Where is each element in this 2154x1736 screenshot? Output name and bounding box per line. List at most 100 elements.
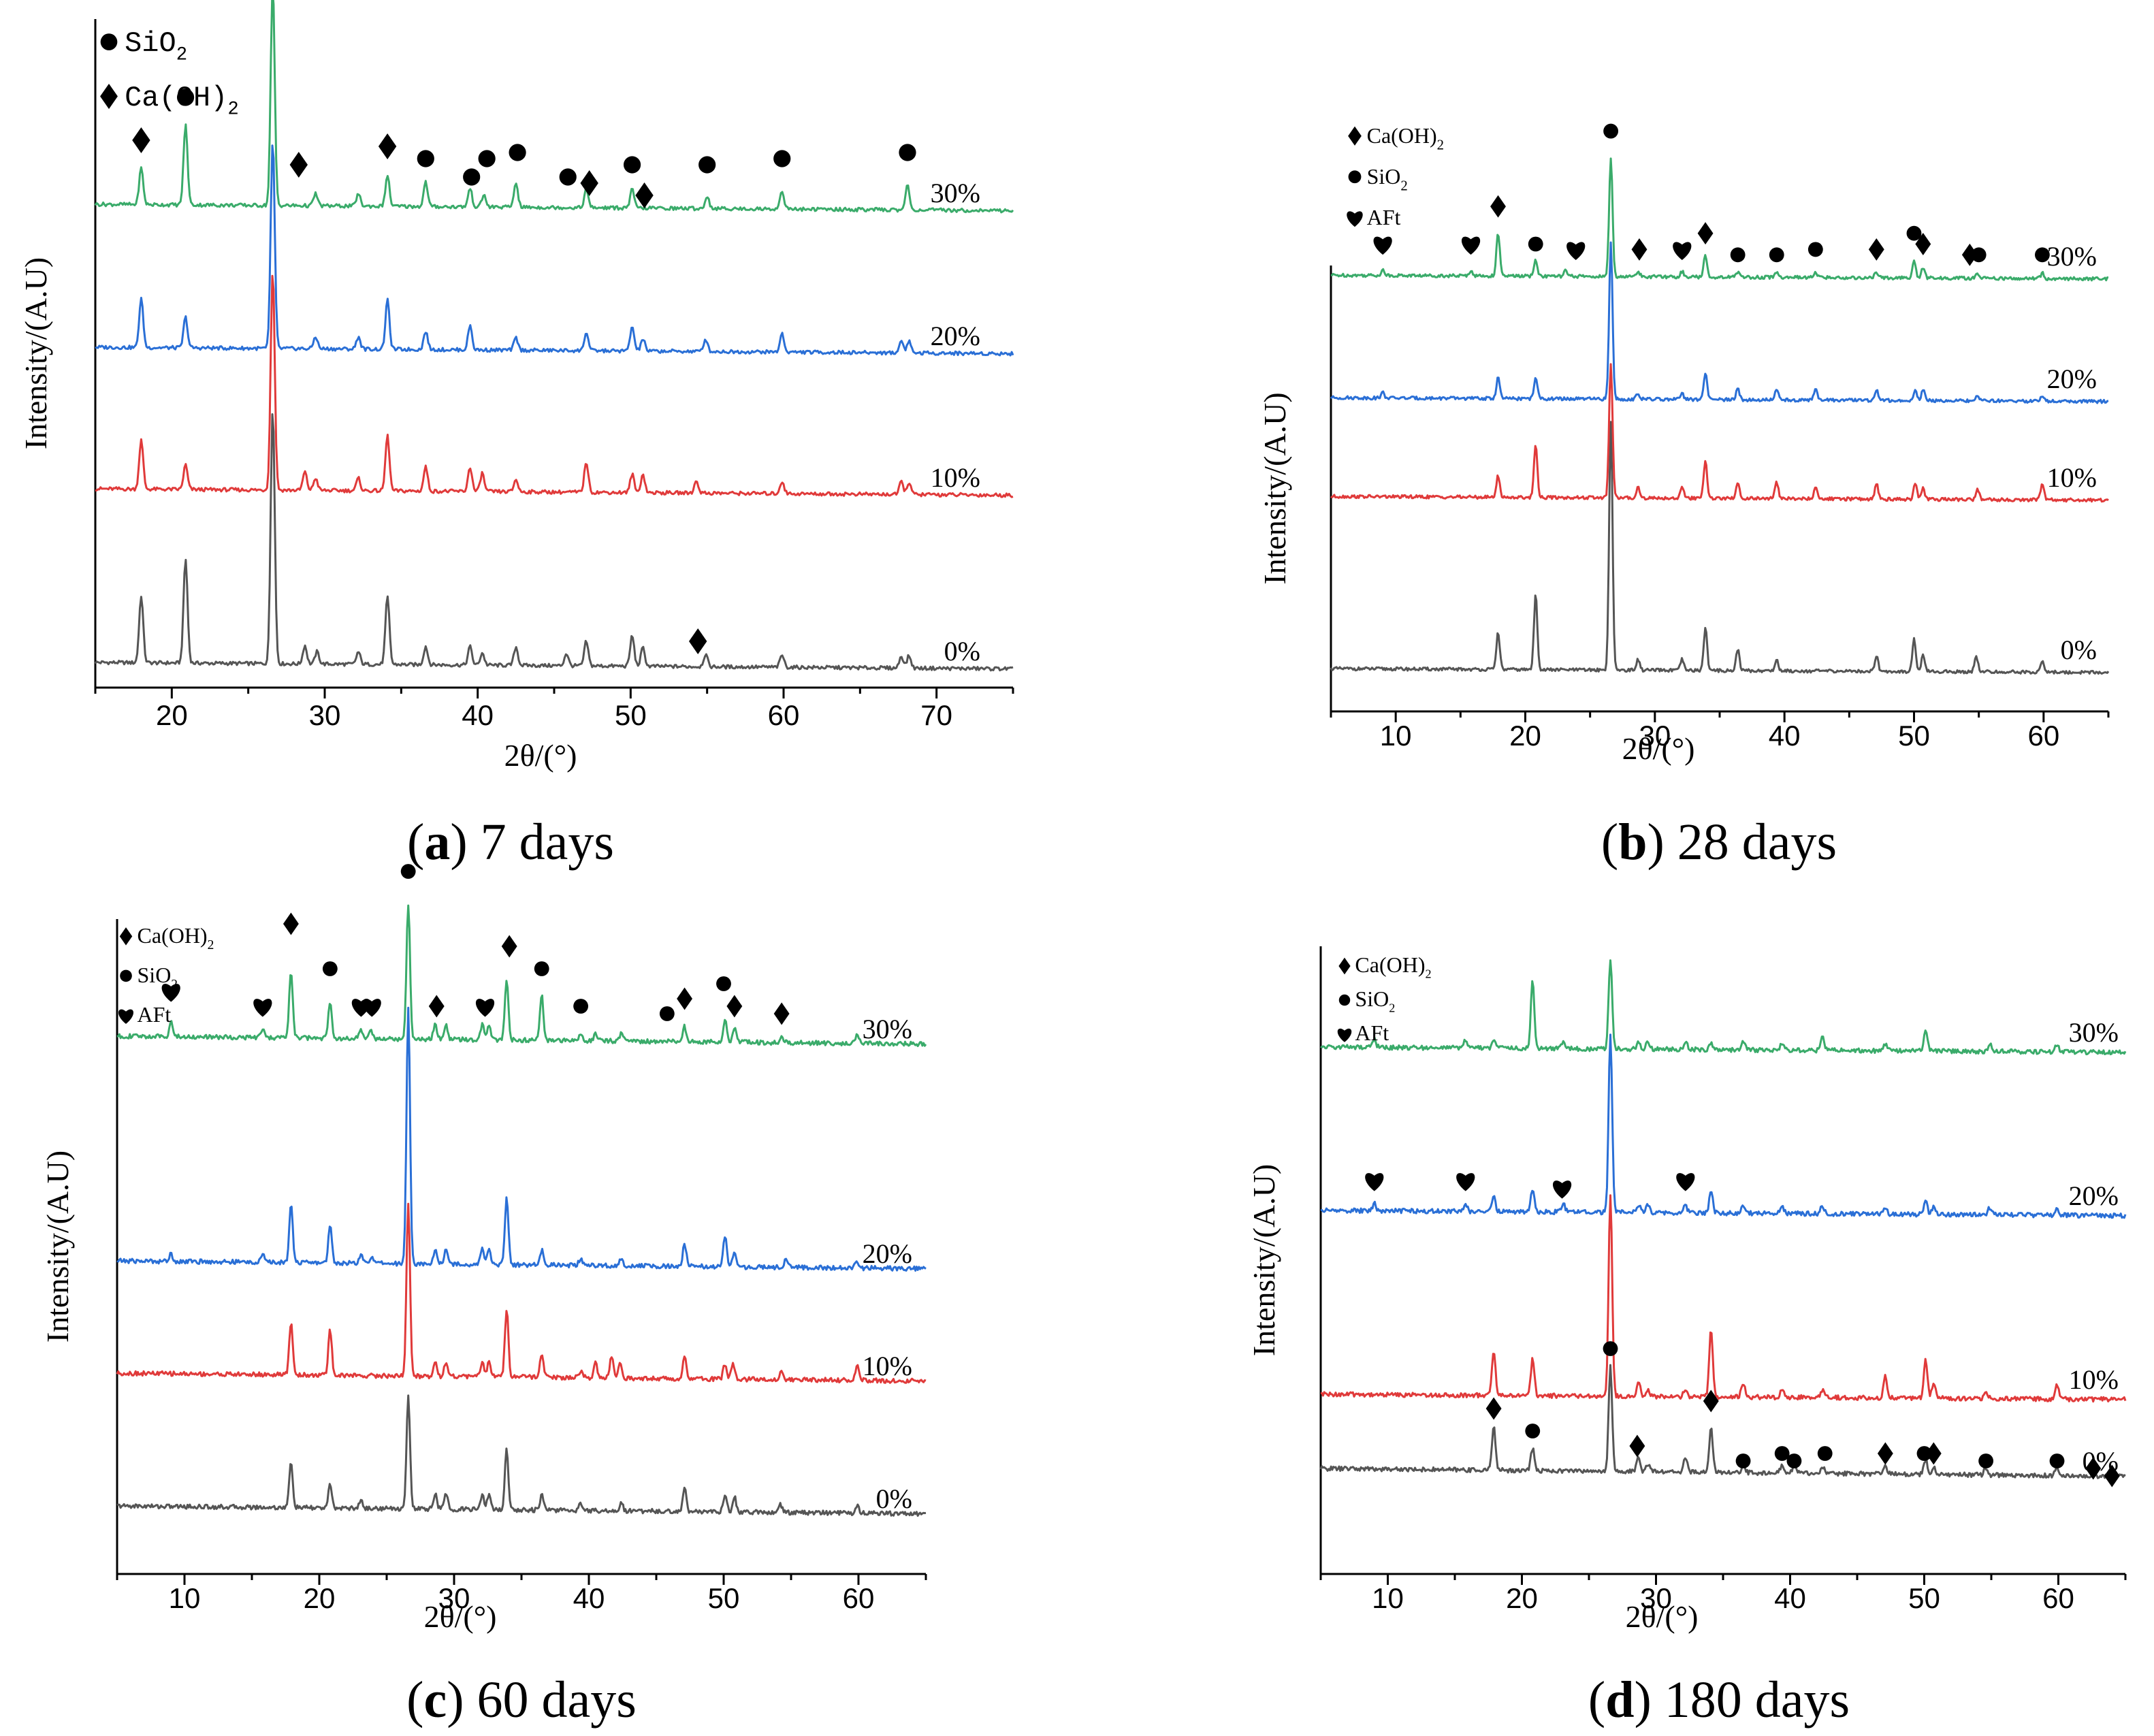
x-tick-label: 20 — [304, 1582, 336, 1614]
circle-marker — [463, 168, 481, 186]
panel-caption: (a) 7 days — [407, 814, 614, 871]
legend-label: Ca(OH)2 — [125, 82, 239, 120]
series-label: 30% — [2047, 241, 2097, 272]
circle-marker — [1735, 1453, 1751, 1468]
x-axis-label: 2θ/(°) — [424, 1599, 497, 1634]
diamond-marker — [501, 935, 517, 958]
series-line-0pct — [1319, 1364, 2126, 1480]
heart-marker — [1676, 1173, 1695, 1191]
x-tick-label: 20 — [1509, 720, 1541, 752]
x-axis-label: 2θ/(°) — [1626, 1599, 1699, 1634]
series-label: 30% — [2069, 1017, 2119, 1048]
diamond-marker — [1961, 243, 1978, 266]
heart-marker — [253, 999, 272, 1017]
panel-a-7-days: 20 30 40 50 60 70 2θ/(°) Intensity/(A.U) 0% 10% 20… — [18, 0, 1014, 871]
diamond-marker — [580, 170, 598, 196]
circle-marker — [559, 168, 577, 186]
series-label: 10% — [2069, 1364, 2119, 1395]
legend-label: SiO2 — [125, 27, 187, 66]
x-tick-label: 50 — [615, 699, 647, 731]
circle-marker — [698, 156, 716, 174]
circle-marker — [1971, 247, 1987, 263]
diamond-marker — [1925, 1442, 1942, 1465]
y-axis-label: Intensity/(A.U) — [40, 1151, 75, 1343]
heart-marker — [1552, 1180, 1572, 1199]
y-axis-label: Intensity/(A.U) — [1247, 1164, 1281, 1356]
circle-marker — [322, 961, 338, 976]
legend-label: Ca(OH)2 — [1367, 123, 1444, 153]
diamond-marker — [677, 987, 693, 1010]
series-line-0pct — [94, 413, 1014, 672]
heart-marker — [1566, 242, 1586, 260]
circle-marker — [2035, 247, 2050, 263]
series-line-30pct — [116, 904, 927, 1048]
circle-marker — [2049, 1453, 2065, 1468]
x-tick-label: 30 — [438, 1582, 470, 1614]
diamond-marker — [283, 912, 299, 935]
circle-marker — [573, 999, 589, 1014]
diamond-marker — [1868, 238, 1884, 261]
circle-marker — [1916, 1446, 1932, 1461]
legend-diamond-icon — [100, 83, 118, 110]
series-label: 0% — [2061, 634, 2097, 665]
series-label: 10% — [2047, 462, 2097, 493]
diamond-marker — [688, 628, 707, 654]
x-tick-label: 50 — [1898, 720, 1930, 752]
diamond-marker — [1485, 1397, 1502, 1420]
diamond-marker — [726, 995, 743, 1018]
series-label: 30% — [931, 178, 980, 208]
series-label: 30% — [863, 1014, 912, 1044]
diamond-marker — [1631, 238, 1647, 261]
legend-diamond-icon — [1338, 957, 1351, 975]
circle-marker — [1730, 247, 1746, 263]
series-label: 20% — [931, 321, 980, 351]
diamond-marker — [1915, 233, 1931, 255]
y-axis-label: Intensity/(A.U) — [18, 257, 53, 449]
circle-marker — [478, 150, 496, 167]
diamond-marker — [1629, 1434, 1645, 1458]
series-label: 0% — [876, 1483, 912, 1514]
circle-marker — [716, 976, 731, 991]
series-line-30pct — [1320, 959, 2127, 1056]
heart-marker — [1456, 1173, 1475, 1191]
legend-label: AFt — [1367, 205, 1401, 229]
x-tick-label: 30 — [1639, 720, 1671, 752]
circle-marker — [1817, 1446, 1833, 1461]
legend-label: AFt — [1355, 1020, 1389, 1045]
diamond-marker — [1877, 1442, 1893, 1465]
legend-circle-icon — [1348, 170, 1362, 184]
x-tick-label: 10 — [1372, 1582, 1404, 1614]
series-line-10pct — [95, 274, 1014, 498]
circle-marker — [1603, 123, 1619, 139]
legend-label: SiO2 — [1355, 986, 1395, 1014]
x-tick-label: 60 — [768, 699, 800, 731]
circle-marker — [1774, 1446, 1790, 1461]
diamond-marker — [289, 152, 308, 178]
series-label: 0% — [944, 636, 980, 666]
circle-marker — [417, 150, 434, 167]
panel-b-28-days: 10 20 30 40 50 60 2θ/(°) Intensity/(A.U) 0% 10% 20… — [1257, 123, 2110, 871]
circle-marker — [1807, 242, 1823, 257]
series-line-10pct — [116, 1202, 927, 1384]
legend-label: SiO2 — [138, 963, 178, 992]
diamond-marker — [2085, 1457, 2102, 1480]
x-tick-label: 40 — [462, 699, 494, 731]
x-tick-label: 40 — [573, 1582, 605, 1614]
circle-marker — [899, 144, 916, 161]
series-label: 10% — [863, 1351, 912, 1381]
series-line-10pct — [1320, 1194, 2127, 1403]
legend-label: AFt — [138, 1002, 172, 1027]
legend-label: Ca(OH)2 — [138, 923, 214, 952]
x-tick-label: 30 — [309, 699, 341, 731]
x-tick-label: 20 — [1506, 1582, 1538, 1614]
circle-marker — [1769, 247, 1784, 263]
series-line-20pct — [1321, 1033, 2127, 1219]
circle-marker — [176, 89, 195, 106]
circle-marker — [1906, 225, 1922, 241]
legend-heart-icon — [1337, 1028, 1352, 1042]
legend-circle-icon — [100, 33, 118, 50]
x-tick-label: 20 — [156, 699, 188, 731]
x-tick-label: 60 — [2042, 1582, 2074, 1614]
legend-diamond-icon — [1348, 126, 1362, 146]
